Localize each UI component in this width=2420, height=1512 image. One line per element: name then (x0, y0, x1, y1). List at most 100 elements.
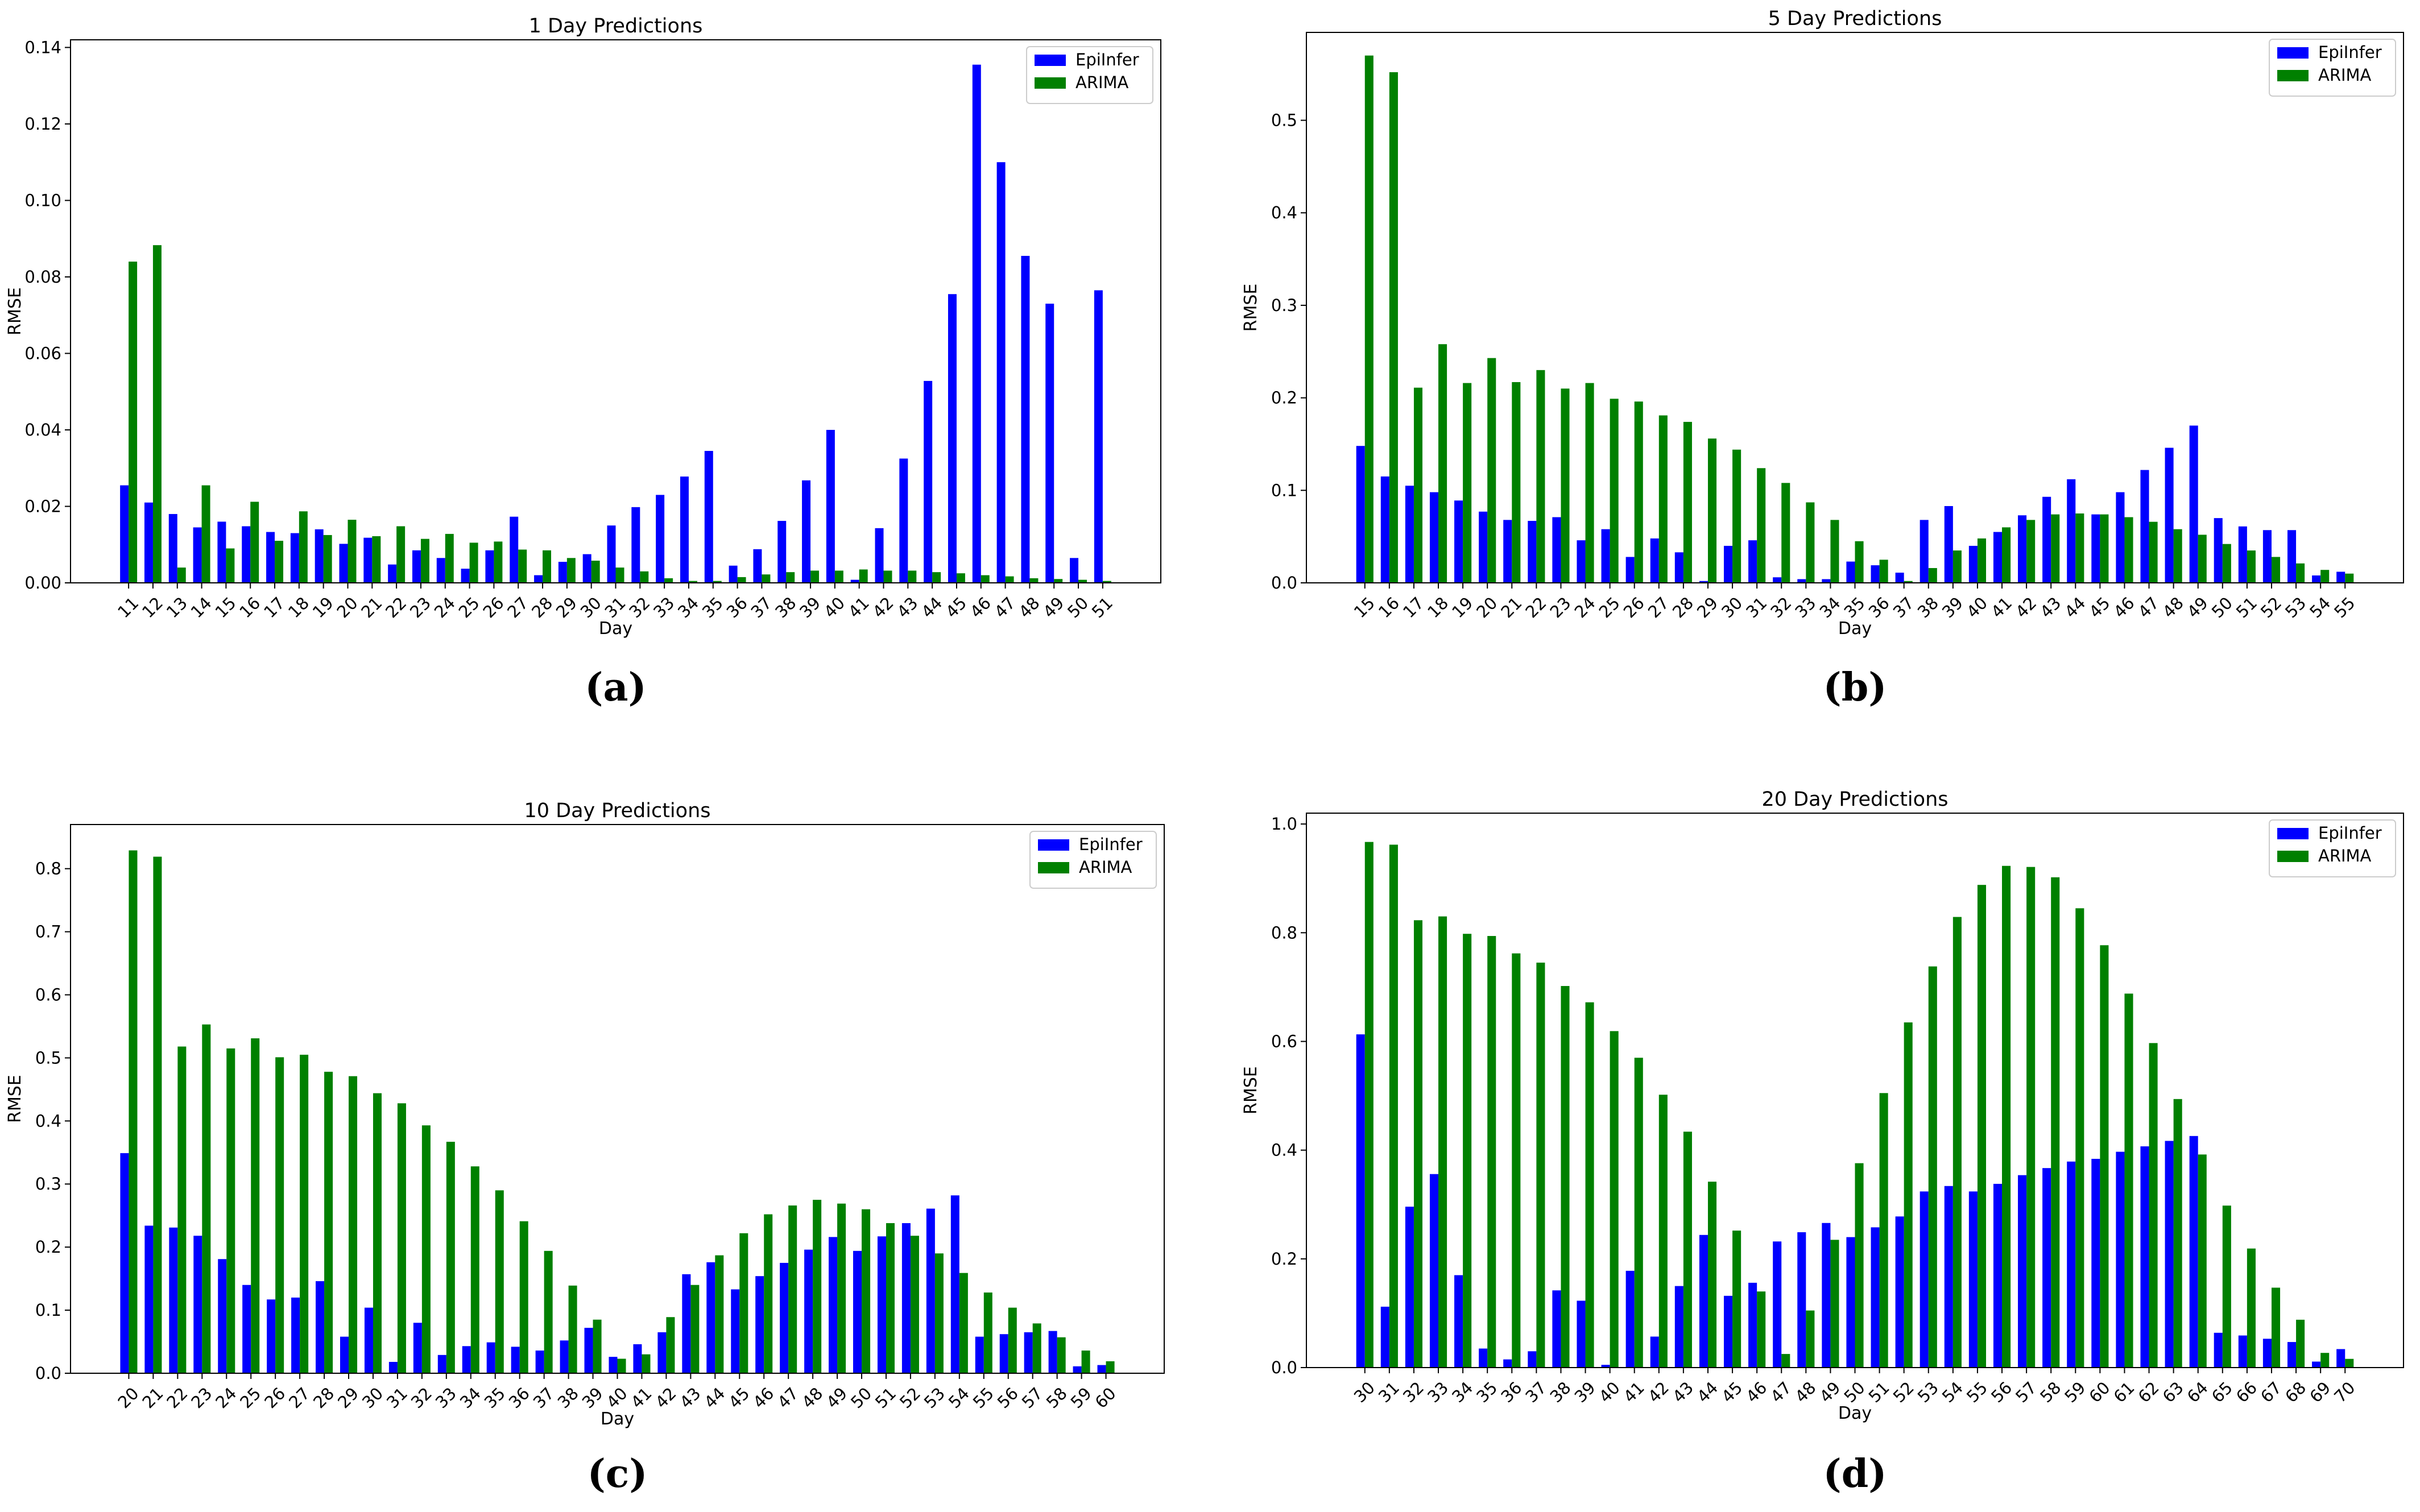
subplot-1: 0.000.020.040.060.080.100.120.1411121314… (5, 15, 1161, 710)
x-tick-label: 17 (1399, 593, 1428, 622)
bar-arima (959, 1273, 968, 1373)
bar-arima (1952, 550, 1962, 583)
bar-epiinfer (1454, 1275, 1463, 1368)
x-tick-label: 35 (1840, 593, 1869, 622)
bar-arima (1561, 388, 1570, 583)
bar-epiinfer (2336, 571, 2345, 583)
y-tick-label: 0.4 (1271, 1141, 1297, 1160)
bar-epiinfer (1601, 529, 1610, 583)
bar-arima (1438, 344, 1447, 583)
bar-arima (2320, 570, 2330, 583)
bar-arima (397, 1103, 406, 1373)
bar-epiinfer (777, 521, 787, 583)
bar-epiinfer (2165, 448, 2174, 583)
bar-epiinfer (1577, 540, 1586, 583)
bar-arima (1438, 916, 1447, 1368)
bar-epiinfer (1021, 255, 1030, 583)
bar-arima (1781, 483, 1790, 583)
bar-epiinfer (1871, 565, 1880, 583)
bar-arima (1106, 1361, 1115, 1373)
bar-epiinfer (364, 1307, 373, 1373)
bar-epiinfer (534, 575, 543, 583)
bar-arima (1032, 1323, 1041, 1373)
y-tick-label: 0.08 (24, 267, 61, 287)
bar-epiinfer (1097, 1365, 1106, 1373)
bar-arima (1781, 1354, 1790, 1368)
series-arima-bars (129, 245, 1111, 583)
y-tick-label: 0.06 (24, 343, 61, 363)
bar-epiinfer (826, 429, 835, 583)
bar-epiinfer (1723, 545, 1733, 583)
bar-epiinfer (1356, 446, 1365, 583)
bar-epiinfer (1846, 1237, 1855, 1368)
bar-arima (152, 245, 162, 583)
bar-epiinfer (2214, 518, 2223, 583)
bar-arima (2124, 993, 2133, 1368)
bar-epiinfer (999, 1334, 1008, 1373)
x-tick-label: 62 (2134, 1378, 2163, 1406)
bar-arima (1683, 421, 1692, 583)
bar-epiinfer (2042, 496, 2051, 583)
bar-epiinfer (804, 1249, 813, 1373)
bar-epiinfer (363, 537, 373, 583)
x-tick-label: 66 (2232, 1378, 2261, 1406)
bar-epiinfer (1723, 1295, 1733, 1368)
x-tick-label: 46 (2110, 593, 2138, 622)
bar-arima (1707, 1182, 1717, 1368)
bar-epiinfer (584, 1328, 593, 1373)
x-tick-label: 50 (1840, 1378, 1869, 1406)
bar-epiinfer (461, 569, 470, 583)
bar-epiinfer (780, 1262, 789, 1373)
bar-arima (421, 1125, 431, 1373)
legend-swatch-epiinfer (2277, 47, 2309, 59)
bar-arima (1463, 383, 1472, 583)
bar-epiinfer (877, 1236, 886, 1373)
bar-arima (348, 520, 357, 583)
bar-epiinfer (1429, 1174, 1439, 1368)
x-tick-label: 23 (1546, 593, 1575, 622)
bar-arima (2051, 877, 2060, 1368)
x-tick-label: 18 (1424, 593, 1452, 622)
bar-arima (494, 541, 503, 583)
bar-arima (666, 1317, 675, 1373)
bar-epiinfer (1356, 1034, 1365, 1368)
bar-arima (1005, 576, 1014, 583)
bar-arima (1364, 55, 1374, 583)
bar-arima (372, 536, 381, 583)
bar-epiinfer (315, 529, 324, 583)
bar-epiinfer (1405, 486, 1414, 583)
bar-arima (1928, 966, 1937, 1368)
bar-arima (615, 567, 624, 583)
bar-arima (1389, 844, 1398, 1368)
bar-arima (1057, 1337, 1066, 1373)
bar-arima (544, 1250, 553, 1373)
x-tick-label: 50 (2208, 593, 2236, 622)
x-tick-label: 44 (2061, 593, 2089, 622)
bar-arima (1904, 581, 1913, 583)
x-tick-label: 67 (2257, 1378, 2285, 1406)
y-tick-label: 0.14 (24, 38, 61, 57)
x-tick-label: 33 (1791, 593, 1819, 622)
bar-epiinfer (267, 1299, 276, 1373)
bar-arima (956, 573, 965, 583)
bar-epiinfer (1094, 290, 1103, 583)
bar-arima (2345, 1358, 2354, 1368)
bar-arima (1879, 560, 1888, 583)
bar-arima (1463, 934, 1472, 1368)
y-axis-label: RMSE (1241, 284, 1261, 332)
bar-arima (764, 1214, 773, 1373)
x-tick-label: 16 (1375, 593, 1403, 622)
bar-arima (813, 1199, 822, 1373)
bar-epiinfer (2067, 479, 2076, 583)
bar-epiinfer (1748, 1282, 1757, 1368)
y-tick-label: 0.3 (35, 1174, 61, 1194)
bar-arima (1855, 541, 1864, 583)
bar-epiinfer (1405, 1207, 1414, 1368)
bar-arima (1830, 520, 1839, 583)
bar-epiinfer (633, 1344, 642, 1373)
legend-swatch-arima (2277, 70, 2309, 81)
x-tick-label: 25 (1595, 593, 1624, 622)
bar-arima (1585, 1002, 1594, 1368)
bar-arima (470, 1166, 479, 1373)
